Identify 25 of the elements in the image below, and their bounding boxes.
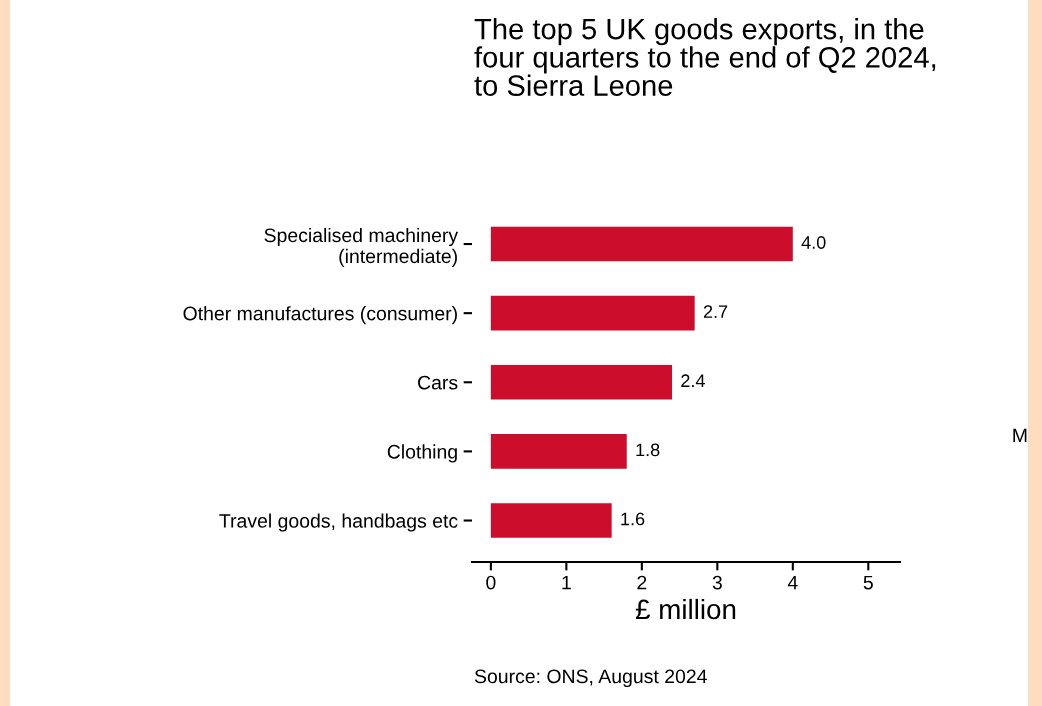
x-tick-label: 2 [637,575,647,590]
x-tick-label: 4 [787,575,798,590]
bar [490,503,612,538]
data-label: 2.7 [703,305,728,318]
bar [490,365,673,400]
x-tick-label: 5 [863,575,873,590]
chart-title: The top 5 UK goods exports, in the four quarters to the end of Q2 2024, to Sierra Leone [474,18,936,96]
y-tick-label: Clothing [387,444,457,463]
text: M [1013,428,1027,443]
y-tick-label: Cars [418,375,458,390]
data-label: 2.4 [681,374,705,387]
bar [490,434,627,469]
bar [490,226,793,262]
data-label: 1.8 [636,443,660,457]
data-label: 1.6 [621,512,645,526]
y-tick-label: Specialised machinery (intermediate) [264,227,459,267]
bar [490,295,695,331]
y-tick-label: Travel goods, handbags etc [219,513,458,532]
x-axis-title: £ million [635,598,736,620]
source-note: Source: ONS, August 2024 [474,669,707,688]
data-label: 4.0 [801,236,826,249]
y-tick-label: Other manufactures (consumer) [183,306,457,325]
x-tick-label: 3 [712,575,722,590]
x-tick-label: 1 [562,575,571,590]
x-tick-label: 0 [486,575,496,590]
